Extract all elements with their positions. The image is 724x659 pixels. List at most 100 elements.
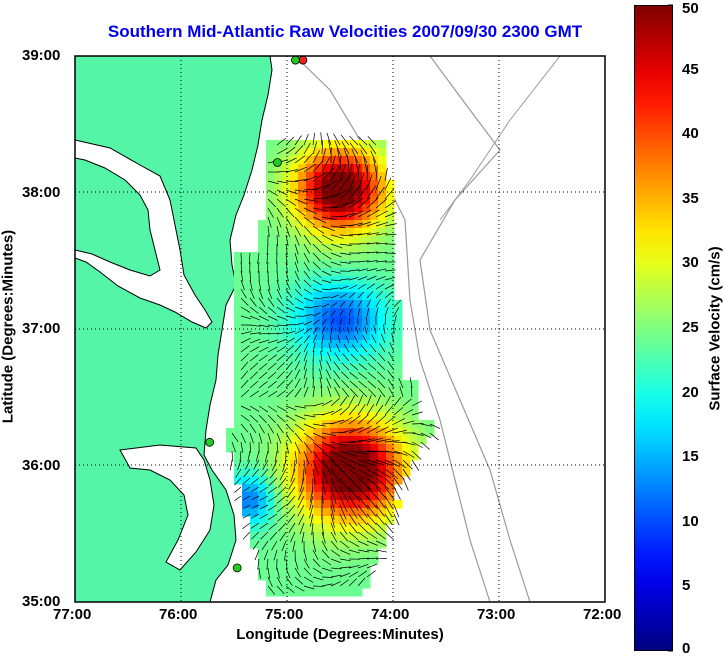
velocity-arrow <box>303 207 317 215</box>
velocity-arrow <box>339 558 351 562</box>
velocity-arrow <box>339 212 356 218</box>
velocity-cell <box>354 196 363 205</box>
velocity-arrow <box>240 261 243 273</box>
velocity-arrow <box>357 468 374 479</box>
velocity-arrow <box>269 531 278 541</box>
velocity-cell <box>266 268 275 277</box>
velocity-arrow <box>312 350 315 362</box>
velocity-arrow <box>276 288 282 299</box>
velocity-arrow <box>285 279 291 290</box>
velocity-cell <box>234 388 243 397</box>
velocity-cell <box>298 340 307 349</box>
velocity-cell <box>386 324 395 333</box>
velocity-arrow <box>321 140 324 155</box>
velocity-arrow <box>286 495 296 506</box>
velocity-cell <box>282 372 291 381</box>
velocity-cell <box>354 204 363 213</box>
velocity-arrow <box>268 477 278 487</box>
velocity-cell <box>354 260 363 269</box>
velocity-cell <box>314 548 323 557</box>
velocity-cell <box>250 268 259 277</box>
velocity-cell <box>362 556 371 565</box>
velocity-arrow <box>321 459 332 475</box>
velocity-cell <box>330 164 339 173</box>
velocity-arrow <box>366 404 375 416</box>
velocity-cell <box>290 476 299 485</box>
velocity-cell <box>306 540 315 549</box>
velocity-cell <box>266 564 275 573</box>
velocity-arrow <box>349 372 359 380</box>
velocity-arrow <box>294 145 304 155</box>
velocity-arrow <box>249 432 254 444</box>
velocity-cell <box>258 548 267 557</box>
velocity-cell <box>306 292 315 301</box>
velocity-arrow <box>348 513 358 527</box>
velocity-cell <box>250 484 259 493</box>
velocity-cell <box>354 268 363 277</box>
velocity-cell <box>298 228 307 237</box>
velocity-cell <box>394 468 403 477</box>
velocity-arrow <box>259 477 269 485</box>
velocity-cell <box>330 260 339 269</box>
velocity-cell <box>346 340 355 349</box>
velocity-cell <box>234 316 243 325</box>
velocity-arrow <box>328 139 332 155</box>
velocity-cell <box>322 404 331 413</box>
velocity-arrow <box>330 522 336 536</box>
velocity-arrow <box>276 170 289 173</box>
velocity-arrow <box>312 171 327 182</box>
velocity-arrow <box>330 468 342 484</box>
velocity-arrow <box>312 326 319 335</box>
velocity-cell <box>330 436 339 445</box>
velocity-cell <box>306 404 315 413</box>
velocity-arrow <box>348 277 359 281</box>
velocity-arrow <box>339 495 348 512</box>
velocity-cell <box>282 188 291 197</box>
velocity-cell <box>322 500 331 509</box>
velocity-cell <box>346 412 355 421</box>
velocity-cell <box>266 468 275 477</box>
velocity-arrow <box>267 576 273 587</box>
velocity-cell <box>242 260 251 269</box>
velocity-cell <box>274 268 283 277</box>
velocity-arrow <box>294 432 303 443</box>
velocity-arrow <box>259 504 269 510</box>
velocity-arrow <box>341 362 350 371</box>
velocity-cell <box>354 396 363 405</box>
velocity-cell <box>234 356 243 365</box>
velocity-arrow <box>276 380 286 389</box>
velocity-cell <box>298 292 307 301</box>
velocity-cell <box>274 420 283 429</box>
velocity-cell <box>258 276 267 285</box>
velocity-arrow <box>357 540 369 547</box>
velocity-arrow <box>330 302 338 308</box>
velocity-arrow <box>243 504 251 509</box>
velocity-cell <box>314 540 323 549</box>
velocity-cell <box>394 324 403 333</box>
velocity-cell <box>354 308 363 317</box>
velocity-arrow <box>367 380 377 389</box>
velocity-cell <box>338 356 347 365</box>
velocity-cell <box>346 524 355 533</box>
velocity-arrow <box>333 378 341 389</box>
velocity-cell <box>322 516 331 525</box>
velocity-cell <box>354 516 363 525</box>
velocity-arrow <box>249 324 261 327</box>
velocity-cell <box>266 572 275 581</box>
velocity-arrow <box>312 334 317 344</box>
velocity-arrow <box>258 332 270 335</box>
velocity-arrow <box>339 293 348 299</box>
velocity-cell <box>386 284 395 293</box>
velocity-arrow <box>366 540 378 546</box>
velocity-arrow <box>384 531 394 541</box>
velocity-arrow <box>267 297 275 307</box>
velocity-arrow <box>242 522 251 529</box>
chesapeake-bay <box>75 139 213 329</box>
y-tick-label: 39:00 <box>22 47 61 64</box>
velocity-arrow <box>357 425 372 434</box>
velocity-arrow <box>357 549 370 553</box>
velocity-cell <box>386 292 395 301</box>
colorbar-label: Surface Velocity (cm/s) <box>706 246 724 411</box>
velocity-cell <box>266 380 275 389</box>
velocity-cell <box>274 252 283 261</box>
